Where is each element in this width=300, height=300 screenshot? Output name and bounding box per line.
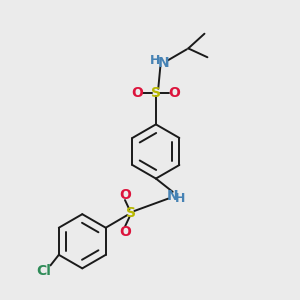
Text: O: O — [131, 85, 143, 100]
Text: N: N — [166, 189, 178, 202]
Text: S: S — [151, 85, 161, 100]
Text: O: O — [119, 225, 131, 239]
Text: H: H — [150, 54, 160, 67]
Text: Cl: Cl — [37, 264, 51, 278]
Text: O: O — [169, 85, 180, 100]
Text: O: O — [119, 188, 131, 202]
Text: N: N — [158, 56, 169, 70]
Text: H: H — [175, 192, 185, 205]
Text: S: S — [126, 206, 136, 220]
